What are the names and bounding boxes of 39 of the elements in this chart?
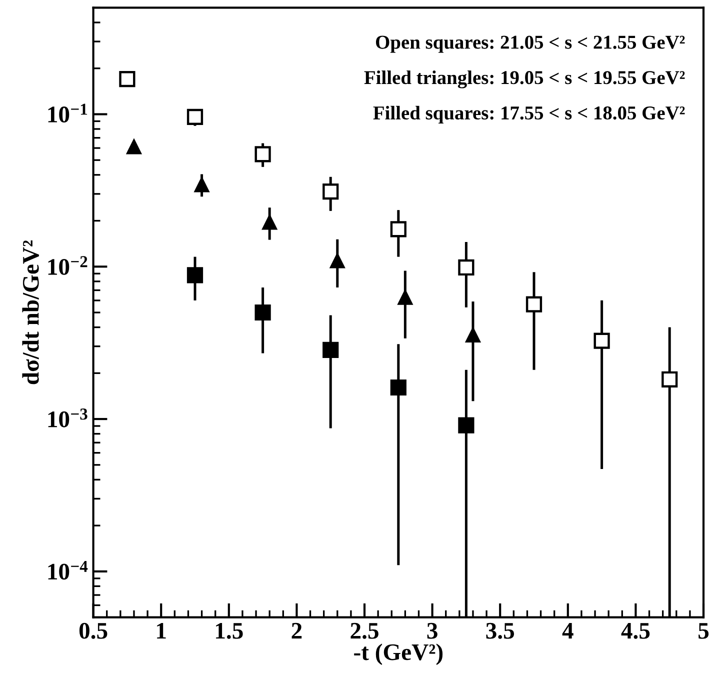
y-tick-label: 10$^{−4}$ bbox=[48, 560, 88, 580]
point bbox=[254, 146, 271, 162]
point bbox=[262, 215, 277, 230]
x-tick-label: 2 bbox=[292, 622, 302, 639]
point bbox=[119, 71, 136, 88]
annotation: Filled squares: 17.55 < s < 18.05 GeV² bbox=[373, 106, 685, 124]
annotation: Open squares: 21.05 < s < 21.55 GeV² bbox=[376, 36, 685, 53]
point bbox=[466, 328, 480, 343]
point bbox=[186, 267, 204, 284]
point bbox=[662, 371, 678, 388]
y-tick-label: 10$^{−2}$ bbox=[48, 256, 88, 275]
point bbox=[186, 108, 204, 125]
point bbox=[194, 177, 210, 192]
x-tick-label: 4 bbox=[562, 623, 574, 639]
x-tick-label: 3.5 bbox=[486, 622, 514, 639]
point bbox=[526, 296, 542, 312]
point bbox=[330, 254, 345, 268]
x-tick-label: 5 bbox=[698, 623, 709, 639]
point bbox=[390, 221, 406, 238]
x-tick-label: 2.5 bbox=[350, 622, 378, 639]
y-tick-label: 10$^{−3}$ bbox=[48, 408, 88, 428]
point bbox=[126, 139, 142, 154]
annotation: Filled triangles: 19.05 < s < 19.55 GeV² bbox=[364, 70, 685, 88]
x-tick-label: 0.5 bbox=[79, 622, 108, 639]
x-axis-title: -t (GeV²) bbox=[354, 644, 443, 665]
point bbox=[322, 183, 339, 200]
x-tick-label: 4.5 bbox=[621, 623, 650, 639]
point bbox=[458, 417, 474, 434]
point bbox=[594, 332, 610, 349]
point bbox=[322, 342, 339, 358]
x-tick-label: 3 bbox=[427, 622, 438, 639]
x-tick-label: 1 bbox=[157, 622, 166, 639]
x-tick-label: 1.5 bbox=[216, 622, 243, 639]
y-axis-title: dσ/dt nb/GeV² bbox=[22, 240, 39, 384]
point bbox=[254, 304, 271, 321]
y-tick-label: 10$^{−1}$ bbox=[48, 104, 88, 122]
point bbox=[458, 259, 474, 276]
point bbox=[390, 379, 406, 396]
point bbox=[398, 290, 413, 305]
